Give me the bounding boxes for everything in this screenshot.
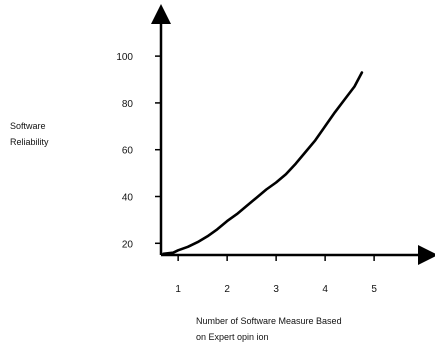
x-tick-label: 3 — [273, 284, 279, 295]
x-ticks: 1 2 3 4 5 — [175, 255, 377, 295]
x-tick-label: 4 — [322, 284, 328, 295]
y-tick-label: 80 — [122, 99, 134, 110]
y-tick-label: 100 — [116, 52, 133, 63]
x-axis-label: Number of Software Measure Based on Expe… — [196, 313, 342, 345]
y-ticks: 20 40 60 80 100 — [116, 52, 161, 250]
y-tick-label: 40 — [122, 193, 134, 204]
y-axis-label-line-1: Software — [10, 121, 46, 131]
y-tick-label: 60 — [122, 146, 134, 157]
x-tick-label: 1 — [175, 284, 181, 295]
series-line — [162, 71, 364, 256]
x-tick-label: 2 — [224, 284, 230, 295]
y-axis-label-line-2: Reliability — [10, 137, 49, 147]
y-axis-label: Software Reliability — [10, 118, 49, 150]
y-tick-label: 20 — [122, 239, 134, 250]
x-tick-label: 5 — [371, 284, 377, 295]
x-axis-label-line-1: Number of Software Measure Based — [196, 316, 342, 326]
x-axis-label-line-2: on Expert opin ion — [196, 332, 269, 342]
series-group — [162, 71, 364, 256]
